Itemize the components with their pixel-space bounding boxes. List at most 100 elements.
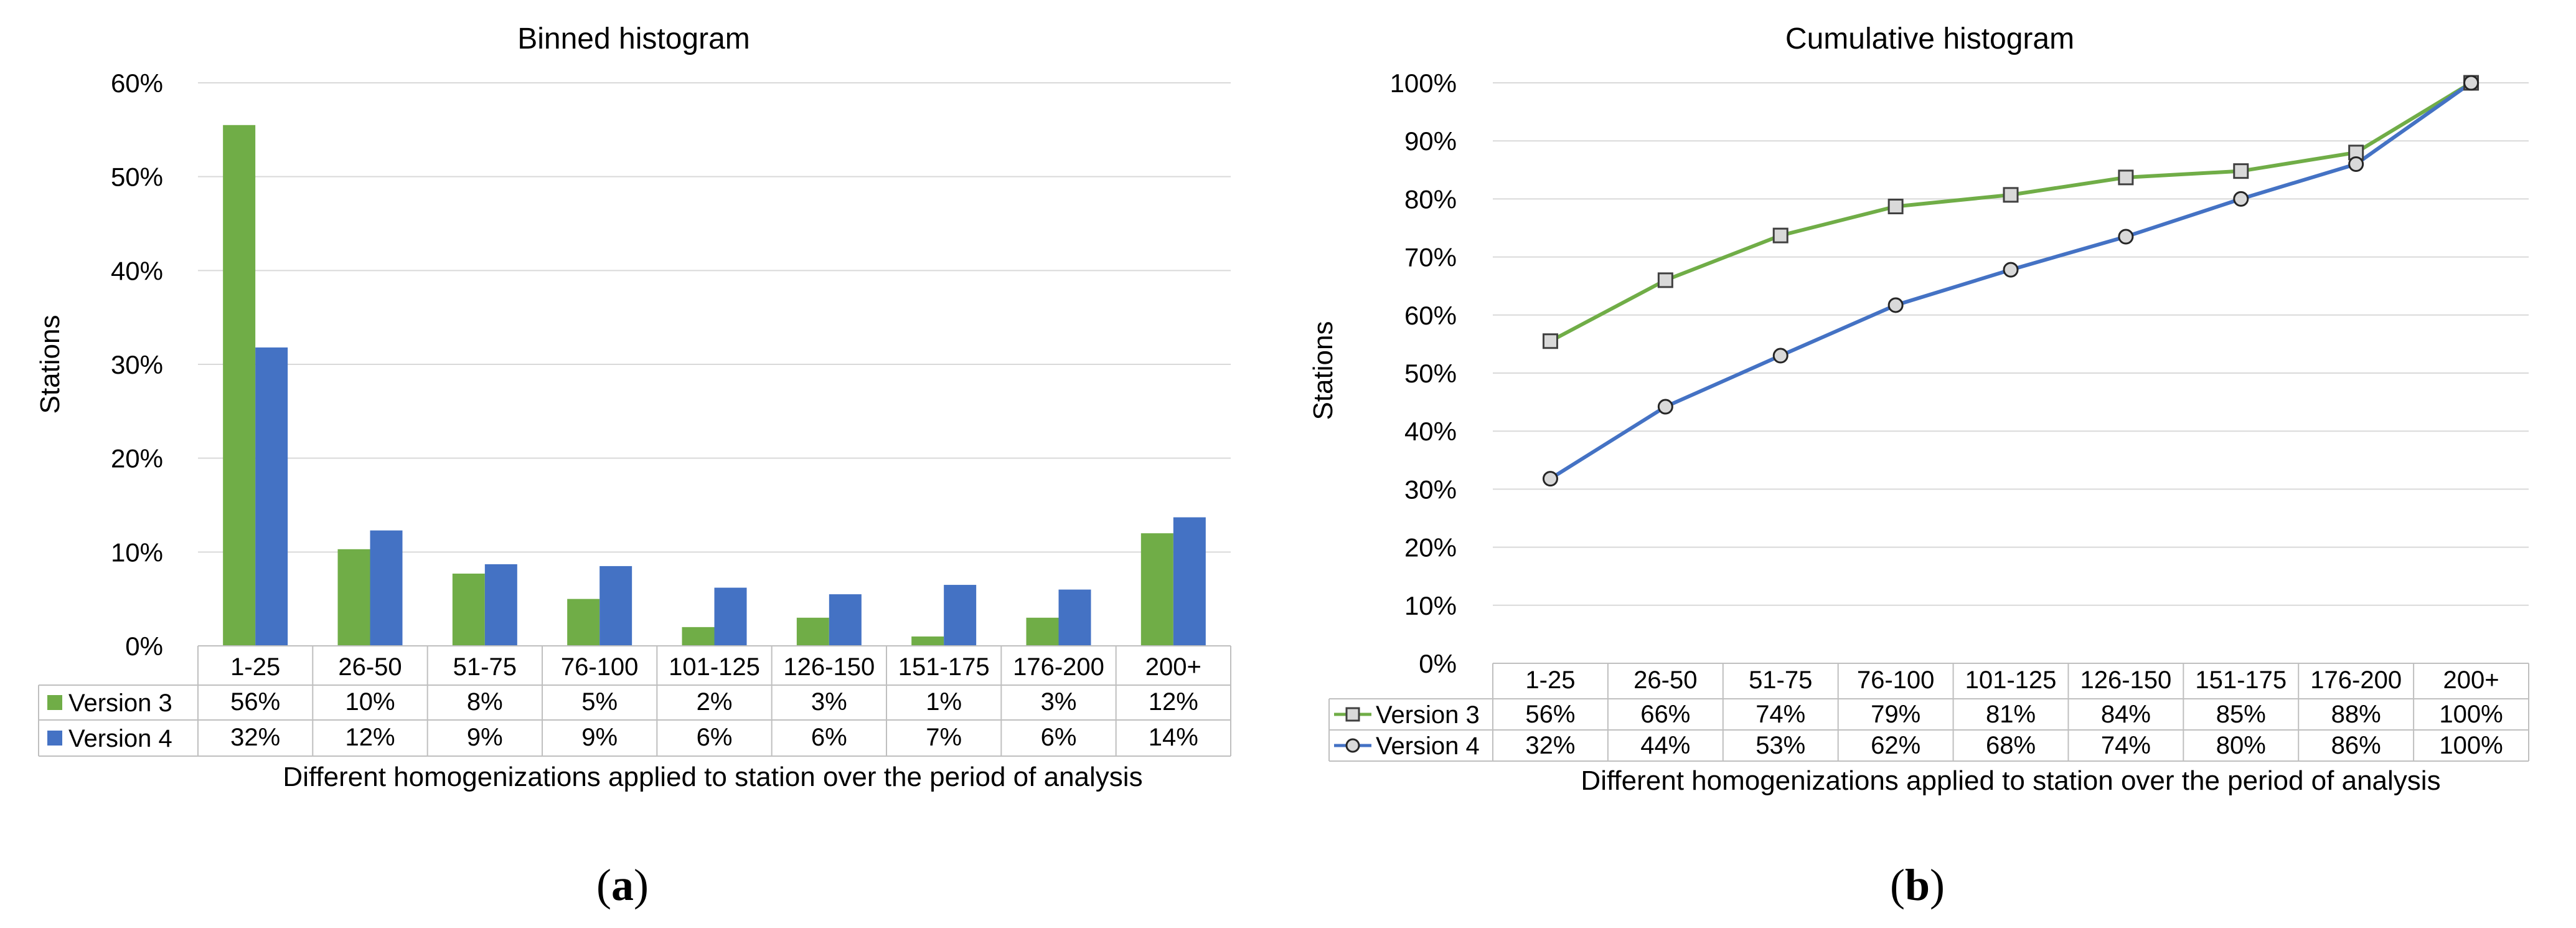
chart-b-data-label: 100% <box>2439 732 2503 759</box>
chart-a-data-label: 6% <box>811 724 847 751</box>
chart-b-y-tick-label: 80% <box>1404 184 1457 214</box>
chart-b-marker-v3 <box>2118 169 2134 186</box>
chart-a-bar-v4 <box>1058 589 1091 646</box>
chart-a-legend-label: Version 3 <box>68 689 172 717</box>
chart-a-y-tick-label: 10% <box>111 537 163 567</box>
chart-a-data-label: 56% <box>230 688 280 716</box>
chart-a-bar-v3 <box>223 125 256 646</box>
chart-b-data-label: 56% <box>1525 701 1575 728</box>
chart-b-data-label: 62% <box>1871 732 1920 759</box>
chart-a-data-label: 5% <box>581 688 618 716</box>
chart-a-legend-key-v3 <box>47 695 62 710</box>
chart-a-data-label: 8% <box>467 688 503 716</box>
chart-b-category-label: 176-200 <box>2310 666 2402 694</box>
chart-b-category-label: 1-25 <box>1525 666 1575 694</box>
chart-a-data-label: 6% <box>697 724 733 751</box>
chart-b-y-tick-label: 90% <box>1404 126 1457 156</box>
chart-b-category-label: 51-75 <box>1749 666 1812 694</box>
chart-b-x-axis-label: Different homogenizations applied to sta… <box>1581 765 2440 796</box>
chart-a-data-label: 9% <box>467 724 503 751</box>
chart-b-series <box>1542 75 2480 487</box>
chart-b-marker-v4 <box>2003 262 2019 278</box>
chart-b-data-label: 85% <box>2216 701 2266 728</box>
chart-a-data-label: 10% <box>345 688 395 716</box>
chart-b-data-label: 66% <box>1640 701 1690 728</box>
chart-b-category-label: 101-125 <box>1965 666 2057 694</box>
panel-label-a-letter: a <box>611 860 634 910</box>
chart-b: Cumulative histogram 0% 10% 20% 30% 40% 50% 60… <box>1308 22 2529 910</box>
chart-a-category-label: 176-200 <box>1013 653 1104 681</box>
chart-a-bar-v3 <box>337 549 370 646</box>
chart-b-y-tick-label: 30% <box>1404 475 1457 504</box>
chart-b-marker-v4 <box>2118 229 2134 245</box>
chart-a-data-label: 9% <box>581 724 618 751</box>
chart-b-data-label: 84% <box>2101 701 2151 728</box>
chart-b-data-label: 74% <box>2101 732 2151 759</box>
chart-a-bar-v3 <box>1140 533 1173 646</box>
chart-a-data-label: 3% <box>811 688 847 716</box>
chart-b-gridlines <box>1493 82 2529 664</box>
chart-b-y-tick-label: 10% <box>1404 591 1457 620</box>
chart-a-bar-v4 <box>944 585 977 646</box>
chart-b-marker-v4 <box>1542 471 1558 487</box>
chart-b-marker-v3 <box>1657 272 1673 288</box>
chart-b-legend-label: Version 4 <box>1376 732 1480 760</box>
panel-label-b: (b) <box>1890 860 1945 910</box>
chart-b-y-axis-label: Stations <box>1308 321 1338 420</box>
chart-b-y-tick-label: 20% <box>1404 533 1457 562</box>
chart-b-legend-marker-v4 <box>1345 738 1360 753</box>
chart-b-marker-v3 <box>1887 199 1904 215</box>
panel-label-a: (a) <box>596 860 649 910</box>
chart-a-category-label: 26-50 <box>338 653 402 681</box>
chart-b-title: Cumulative histogram <box>1785 22 2074 55</box>
chart-b-category-label: 126-150 <box>2080 666 2171 694</box>
chart-a-category-label: 51-75 <box>453 653 517 681</box>
chart-b-legend-label: Version 3 <box>1376 701 1480 729</box>
chart-a: Binned histogram 0% 10% 20% 30% 40% 50% 60% 1-… <box>35 22 1231 910</box>
chart-a-y-tick-label: 30% <box>111 350 163 379</box>
chart-b-data-table: 1-25 56% 32% 26-50 66% 44% 51-75 74% 53% 76-100 79… <box>1328 663 2529 762</box>
chart-a-data-label: 2% <box>697 688 733 716</box>
chart-b-y-ticks: 0% 10% 20% 30% 40% 50% 60% 70% 80% 90% 100% <box>1390 69 1457 678</box>
chart-b-data-label: 80% <box>2216 732 2266 759</box>
chart-a-category-label: 126-150 <box>783 653 875 681</box>
chart-a-data-table: 1-25 56% 32% 26-50 10% 12% 51-75 8% 9% 76-100 5% 9%… <box>38 645 1231 757</box>
chart-b-marker-v3 <box>2233 163 2249 179</box>
chart-a-bar-v3 <box>452 573 485 646</box>
chart-a-bar-v3 <box>911 636 944 646</box>
chart-b-category-label: 200+ <box>2443 666 2499 694</box>
chart-b-y-tick-label: 0% <box>1419 649 1457 678</box>
chart-a-legend-key-v4 <box>47 731 62 746</box>
chart-b-marker-v4 <box>2233 191 2249 207</box>
chart-a-data-label: 12% <box>1149 688 1198 716</box>
chart-a-data-label: 1% <box>926 688 962 716</box>
chart-b-y-tick-label: 60% <box>1404 301 1457 330</box>
chart-a-bar-v3 <box>682 627 715 646</box>
chart-a-y-tick-label: 40% <box>111 256 163 285</box>
chart-a-data-label: 12% <box>345 724 395 751</box>
chart-a-bar-v3 <box>1026 617 1059 646</box>
chart-a-y-tick-label: 20% <box>111 444 163 473</box>
chart-a-title: Binned histogram <box>517 22 750 55</box>
chart-b-category-label: 151-175 <box>2195 666 2287 694</box>
chart-b-marker-v4 <box>1887 297 1904 313</box>
chart-a-bar-v4 <box>484 564 517 646</box>
chart-a-bar-v4 <box>1173 517 1206 646</box>
chart-a-category-label: 101-125 <box>669 653 760 681</box>
chart-a-y-axis-label: Stations <box>35 315 65 414</box>
chart-b-y-tick-label: 50% <box>1404 359 1457 388</box>
chart-a-data-label: 6% <box>1041 724 1077 751</box>
chart-a-category-label: 200+ <box>1145 653 1201 681</box>
chart-b-data-label: 100% <box>2439 701 2503 728</box>
chart-b-legend-marker-v3 <box>1345 707 1360 722</box>
chart-b-data-label: 32% <box>1525 732 1575 759</box>
chart-b-y-tick-label: 100% <box>1390 69 1457 98</box>
chart-a-data-label: 32% <box>230 724 280 751</box>
chart-b-marker-v4 <box>1657 399 1673 415</box>
chart-b-data-label: 88% <box>2331 701 2381 728</box>
chart-a-y-tick-label: 60% <box>111 69 163 98</box>
panel-label-b-letter: b <box>1905 860 1930 910</box>
chart-a-bar-v3 <box>796 617 829 646</box>
